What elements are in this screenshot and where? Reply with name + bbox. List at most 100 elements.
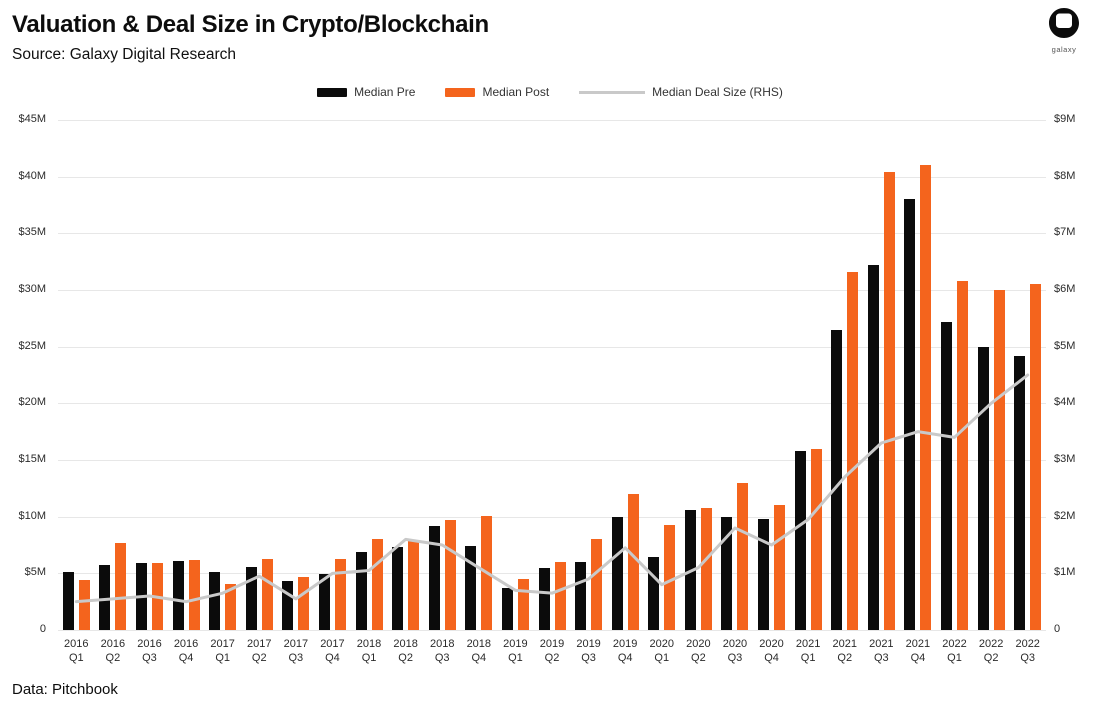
x-axis-label: 2016 Q3 (137, 638, 162, 664)
bar-median-post (847, 271, 859, 630)
bar-median-post (371, 539, 383, 630)
bar-median-post (627, 494, 639, 630)
bar-median-post (188, 559, 200, 630)
x-axis-label: 2019 Q4 (612, 638, 638, 664)
gridline (58, 176, 1046, 178)
y-axis-tick-left: $30M (18, 283, 46, 295)
legend-label: Median Pre (354, 85, 416, 99)
x-axis-label: 2017 Q3 (283, 638, 309, 664)
x-axis-label: 2019 Q2 (539, 638, 565, 664)
bar-median-post (444, 520, 456, 630)
page-title: Valuation & Deal Size in Crypto/Blockcha… (12, 11, 489, 38)
x-axis-label: 2021 Q2 (832, 638, 857, 664)
bar-median-pre (1014, 355, 1026, 630)
bar-median-post (517, 579, 529, 630)
x-axis-label: 2018 Q2 (393, 638, 418, 664)
galaxy-logo-icon (1049, 8, 1079, 38)
deal-size-line-swatch-icon (579, 90, 646, 94)
gridline (58, 630, 1046, 631)
legend-label: Median Post (482, 85, 550, 99)
x-axis-label: 2022 Q1 (942, 638, 967, 664)
median-post-swatch-icon (445, 87, 476, 97)
x-axis-label: 2020 Q1 (649, 638, 674, 664)
galaxy-logo: galaxy (1040, 7, 1088, 54)
x-axis-label: 2018 Q1 (356, 638, 382, 664)
bar-median-post (408, 540, 420, 630)
bar-median-post (591, 539, 603, 630)
gridline (58, 573, 1046, 575)
bar-median-post (225, 583, 237, 630)
bar-median-pre (355, 551, 367, 630)
footer-note: Data: Pitchbook (12, 681, 118, 698)
bar-median-pre (794, 450, 806, 630)
y-axis-tick-right: $3M (1054, 453, 1076, 465)
y-axis-tick-left: $5M (24, 566, 46, 579)
y-axis-tick-right: $8M (1054, 169, 1076, 182)
y-axis-tick-left: $25M (18, 339, 46, 352)
y-axis-tick-left: $20M (18, 396, 46, 409)
bar-median-pre (135, 563, 147, 630)
gridline (58, 120, 1046, 121)
bar-median-pre (977, 346, 989, 630)
bar-median-pre (758, 518, 770, 630)
bar-median-pre (867, 265, 879, 630)
x-axis-label: 2022 Q3 (1015, 638, 1040, 664)
gridline (58, 346, 1046, 348)
y-axis-tick-right: $2M (1054, 509, 1076, 522)
y-axis-tick-left: $15M (18, 453, 46, 465)
legend-item-median-pre: Median Pre (317, 85, 415, 99)
bar-median-pre (538, 567, 550, 630)
bar-median-post (664, 524, 676, 630)
bar-median-pre (575, 562, 587, 630)
bar-median-pre (941, 321, 953, 630)
y-axis-tick-right: $1M (1054, 566, 1076, 579)
x-axis-label: 2019 Q1 (503, 638, 528, 664)
y-axis-tick-right: $5M (1054, 339, 1076, 352)
bar-median-pre (172, 560, 184, 630)
bar-median-pre (721, 516, 733, 630)
bar-median-pre (904, 199, 916, 630)
bar-median-pre (684, 509, 696, 630)
bar-median-pre (209, 572, 221, 630)
median-pre-swatch-icon (317, 87, 348, 97)
gridline (58, 516, 1046, 518)
y-axis-tick-left: 0 (39, 623, 46, 635)
gridline (58, 290, 1046, 291)
x-axis-label: 2020 Q4 (759, 638, 784, 664)
x-axis-label: 2021 Q1 (795, 638, 821, 664)
bar-median-pre (99, 565, 111, 630)
y-axis-tick-left: $10M (18, 509, 46, 522)
bar-median-post (700, 507, 712, 630)
x-axis-label: 2018 Q3 (429, 638, 455, 664)
y-axis-tick-right: $9M (1054, 113, 1076, 125)
x-axis-label: 2022 Q2 (978, 638, 1004, 664)
gridline (58, 403, 1046, 405)
bar-median-post (920, 165, 932, 630)
x-axis-label: 2020 Q2 (686, 638, 711, 664)
y-axis-tick-right: $6M (1054, 283, 1076, 295)
y-axis-tick-right: $4M (1054, 396, 1076, 409)
bar-median-post (334, 558, 346, 630)
bar-median-pre (501, 588, 513, 630)
y-axis-tick-right: 0 (1054, 623, 1061, 635)
bar-median-post (810, 448, 822, 630)
y-axis-tick-right: $7M (1054, 226, 1076, 239)
legend-item-deal-size: Median Deal Size (RHS) (579, 85, 783, 99)
bar-median-pre (62, 572, 74, 630)
bar-median-post (151, 563, 163, 630)
bar-median-post (115, 542, 127, 630)
x-axis-label: 2016 Q1 (64, 638, 89, 664)
bar-median-post (957, 280, 969, 630)
x-axis-label: 2021 Q3 (869, 638, 894, 664)
bar-median-pre (831, 329, 843, 630)
bar-median-pre (282, 581, 294, 630)
x-axis-label: 2020 Q3 (722, 638, 748, 664)
bar-median-post (261, 558, 273, 630)
x-axis-label: 2018 Q4 (466, 638, 492, 664)
legend-item-median-post: Median Post (445, 85, 549, 99)
gridline (58, 460, 1046, 461)
bar-median-pre (428, 525, 440, 630)
x-axis-label: 2017 Q4 (320, 638, 345, 664)
